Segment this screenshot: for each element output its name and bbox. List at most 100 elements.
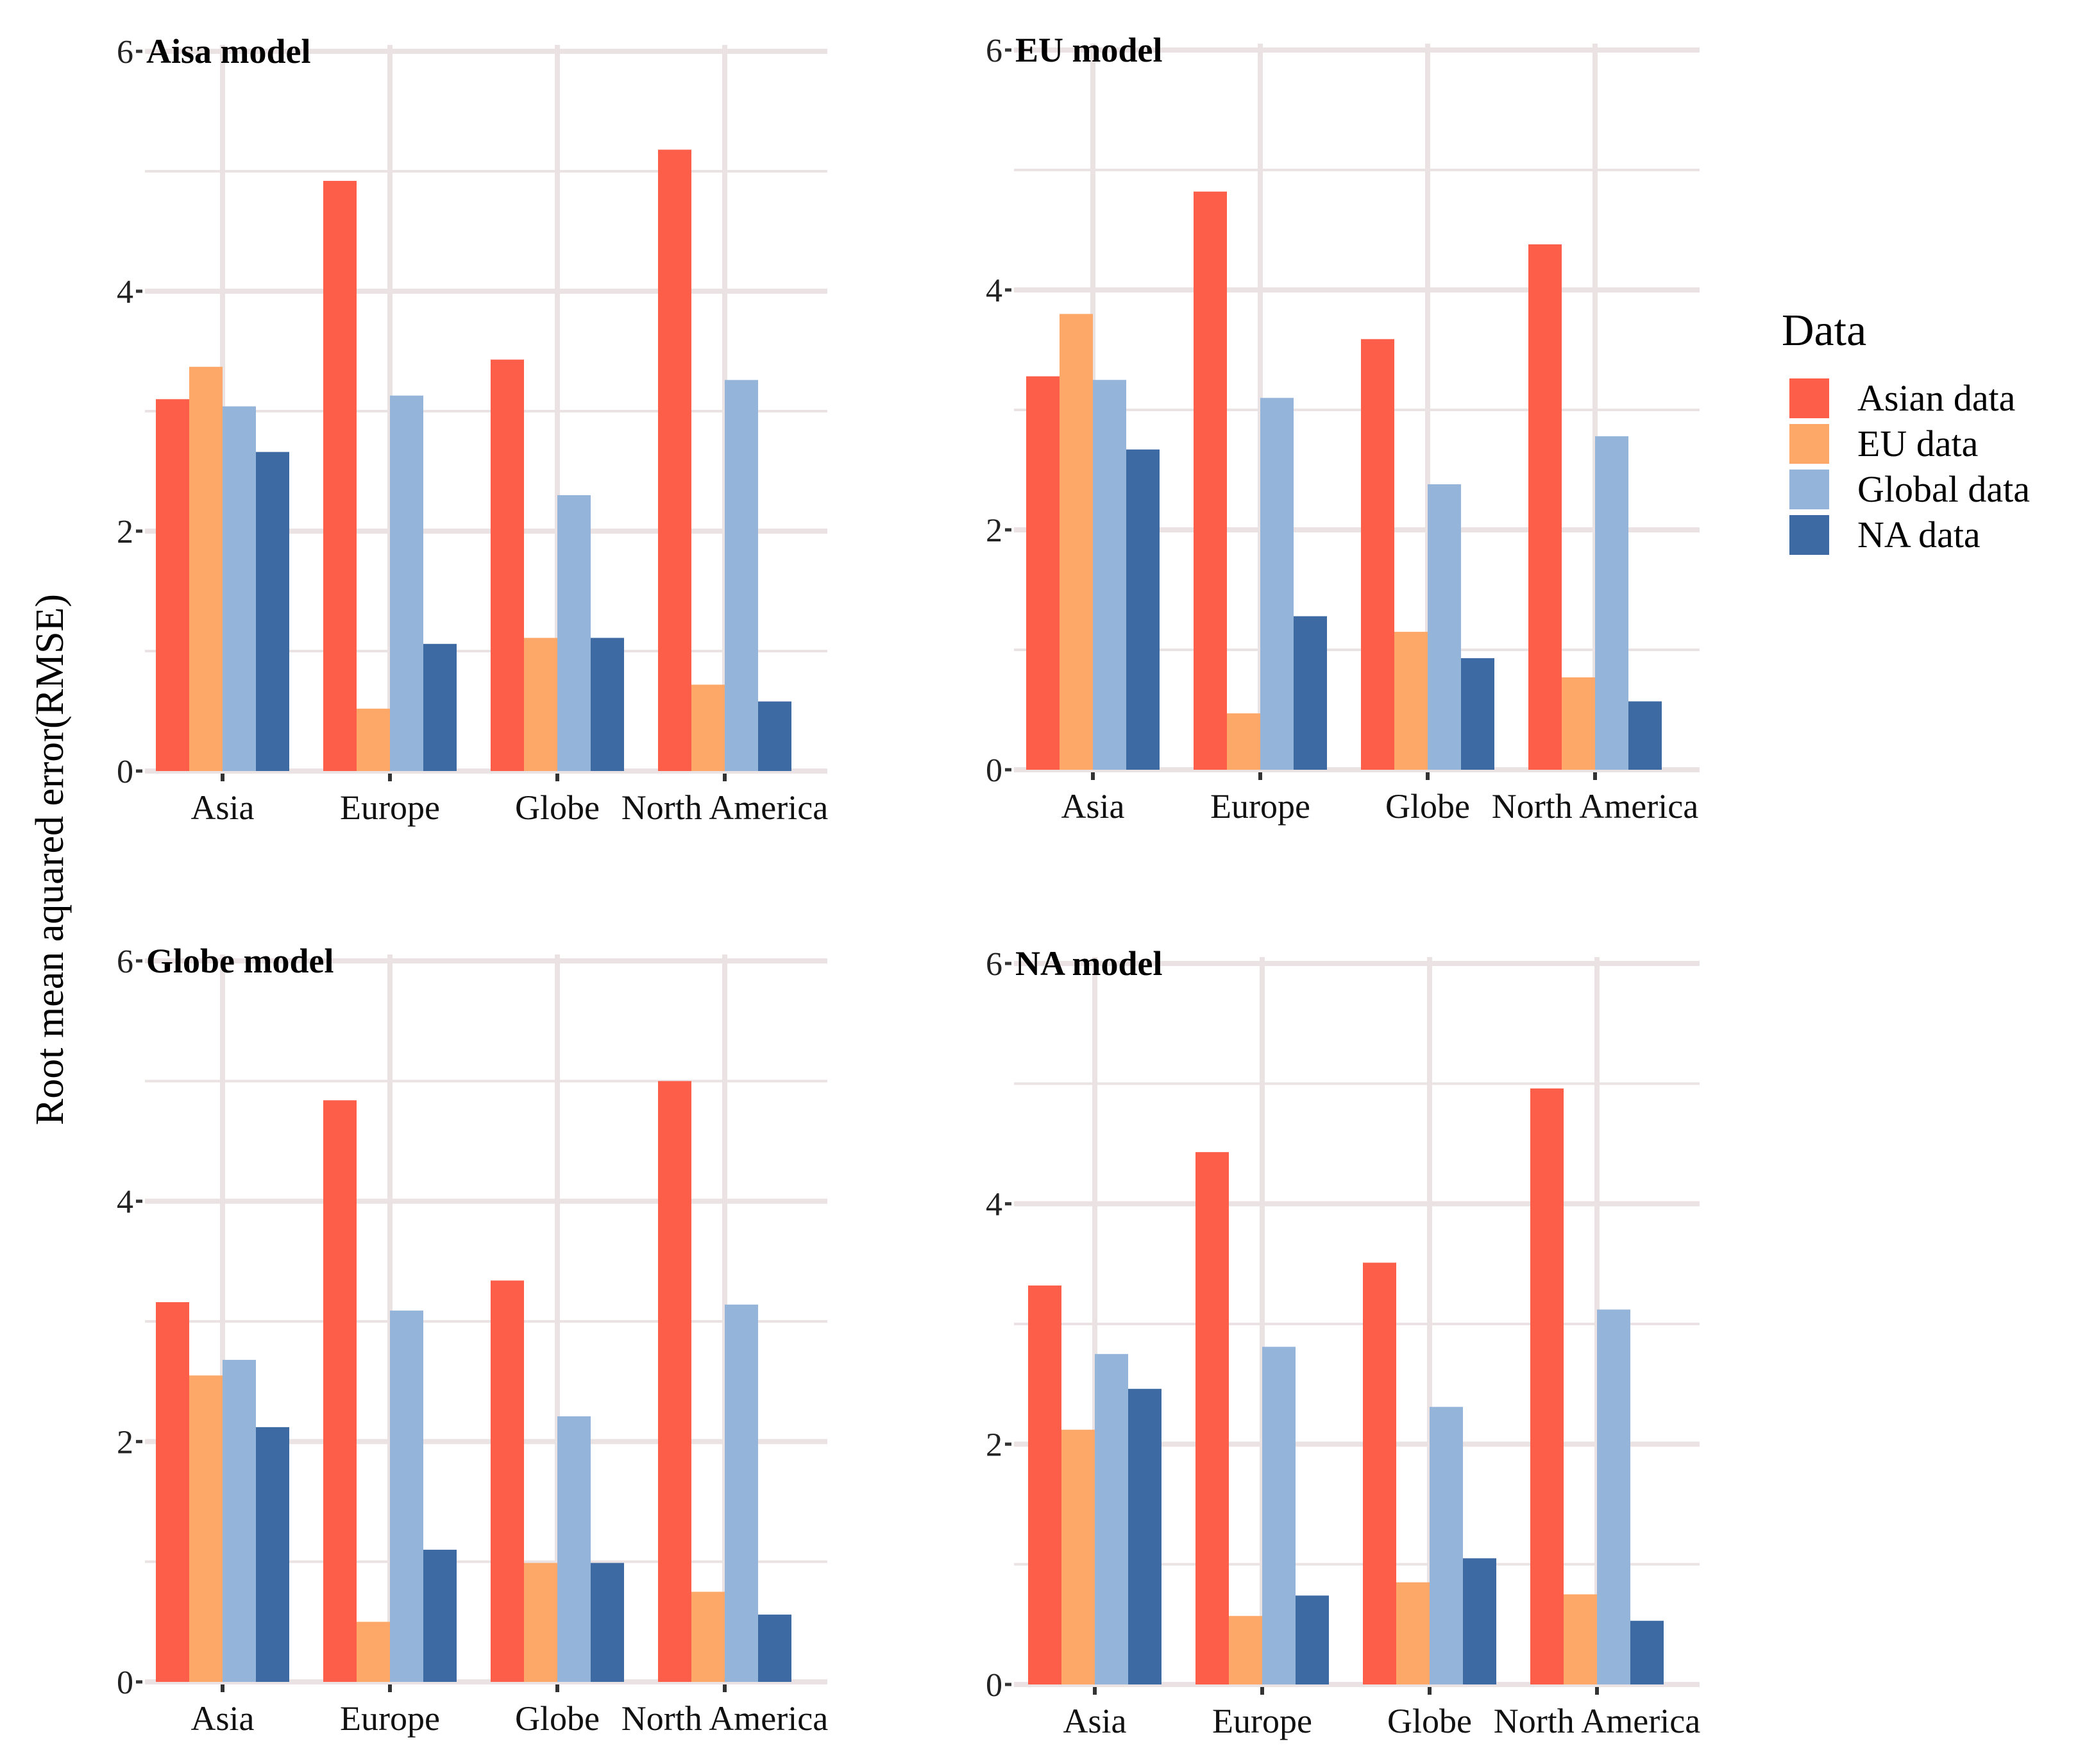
bar-global-data-north-america — [1597, 1309, 1630, 1684]
y-tick-label: 4 — [117, 274, 133, 310]
bar-asian-data-north-america — [1530, 1088, 1564, 1684]
bar-eu-data-europe — [357, 1622, 390, 1682]
bar-na-data-north-america — [758, 701, 791, 771]
y-tick-label: 0 — [986, 752, 1002, 789]
y-tick-label: 6 — [986, 33, 1002, 69]
y-tick-label: 0 — [986, 1667, 1002, 1704]
bar-na-data-asia — [1126, 449, 1160, 770]
y-tick-label: 2 — [117, 514, 133, 550]
y-tick-label: 0 — [117, 754, 133, 790]
legend-label-3: NA data — [1857, 514, 1981, 555]
bar-asian-data-north-america — [658, 149, 691, 772]
y-tick-label: 4 — [117, 1184, 133, 1221]
x-tick-label: Globe — [515, 1699, 600, 1738]
legend-label-1: EU data — [1857, 423, 1978, 464]
x-tick-label: Asia — [191, 788, 255, 827]
legend-title: Data — [1782, 306, 1866, 355]
bar-eu-data-asia — [189, 366, 223, 771]
legend-swatch-0 — [1789, 378, 1829, 418]
bar-asian-data-asia — [1028, 1285, 1061, 1684]
bar-eu-data-asia — [1061, 1429, 1095, 1684]
y-tick-label: 2 — [986, 513, 1002, 549]
panel-3: 0 2 4 6 Asia Europe Globe North America NA model — [986, 944, 1700, 1740]
bar-eu-data-globe — [524, 1563, 557, 1682]
bar-eu-data-asia — [189, 1375, 223, 1682]
panel-title: Aisa model — [146, 32, 311, 71]
panel-title: Globe model — [146, 942, 334, 980]
legend-label-0: Asian data — [1857, 377, 2015, 419]
bar-eu-data-europe — [1227, 713, 1260, 770]
bar-na-data-globe — [1461, 658, 1494, 770]
y-tick-label: 6 — [117, 34, 133, 71]
bar-eu-data-globe — [524, 638, 557, 771]
y-tick-label: 4 — [986, 273, 1002, 309]
bar-asian-data-globe — [1363, 1262, 1396, 1684]
legend-swatch-1 — [1789, 424, 1829, 464]
bar-eu-data-asia — [1060, 314, 1093, 770]
legend-label-2: Global data — [1857, 468, 2030, 510]
bar-global-data-globe — [1430, 1407, 1463, 1684]
bar-global-data-europe — [1260, 398, 1294, 770]
bar-na-data-europe — [423, 643, 457, 771]
bar-eu-data-europe — [1229, 1616, 1262, 1684]
panel-2: 0 2 4 6 Asia Europe Globe North America Globe mo… — [117, 942, 828, 1738]
bar-na-data-north-america — [1628, 701, 1662, 770]
x-tick-label: Asia — [1061, 787, 1125, 826]
bar-asian-data-europe — [323, 180, 357, 772]
bar-global-data-asia — [223, 406, 256, 771]
bar-global-data-north-america — [725, 380, 758, 771]
bar-asian-data-globe — [1361, 339, 1394, 770]
bar-global-data-europe — [1262, 1346, 1296, 1684]
bar-na-data-north-america — [1630, 1620, 1664, 1684]
y-tick-label: 0 — [117, 1665, 133, 1701]
x-tick-label: Globe — [515, 788, 600, 827]
bar-asian-data-asia — [1026, 376, 1060, 770]
bar-na-data-north-america — [758, 1615, 791, 1682]
x-tick-label: North America — [621, 788, 828, 827]
y-tick-label: 2 — [117, 1424, 133, 1461]
bar-global-data-globe — [557, 495, 591, 771]
y-tick-label: 2 — [986, 1427, 1002, 1463]
bar-eu-data-globe — [1396, 1582, 1430, 1684]
bar-asian-data-globe — [491, 359, 524, 771]
x-tick-label: Europe — [1210, 787, 1310, 826]
bar-na-data-asia — [256, 1427, 289, 1682]
x-tick-label: Europe — [1212, 1702, 1312, 1740]
bar-eu-data-north-america — [691, 684, 725, 771]
x-tick-label: Europe — [340, 1699, 440, 1738]
bar-global-data-europe — [390, 395, 423, 771]
bar-eu-data-europe — [357, 708, 390, 771]
bar-global-data-globe — [1428, 484, 1461, 770]
bar-global-data-north-america — [725, 1304, 758, 1682]
x-tick-label: Asia — [191, 1699, 255, 1738]
bar-na-data-globe — [1463, 1558, 1496, 1684]
x-tick-label: Globe — [1387, 1702, 1472, 1740]
bar-na-data-europe — [423, 1549, 457, 1682]
bar-na-data-asia — [256, 452, 289, 771]
x-tick-label: Europe — [340, 788, 440, 827]
legend-swatch-2 — [1789, 470, 1829, 509]
bar-asian-data-europe — [1195, 1152, 1229, 1684]
bar-na-data-globe — [591, 638, 624, 771]
bar-asian-data-europe — [1194, 191, 1227, 770]
bar-asian-data-north-america — [658, 1081, 691, 1682]
x-tick-label: Globe — [1385, 787, 1470, 826]
bar-asian-data-globe — [491, 1280, 524, 1682]
x-tick-label: North America — [1494, 1702, 1700, 1740]
bar-asian-data-asia — [156, 1302, 189, 1682]
bar-global-data-europe — [390, 1310, 423, 1682]
panel-1: 0 2 4 6 Asia Europe Globe North America EU model — [986, 31, 1700, 826]
bar-asian-data-europe — [323, 1100, 357, 1682]
bar-global-data-asia — [1095, 1353, 1128, 1684]
bar-na-data-europe — [1294, 616, 1327, 770]
bar-global-data-globe — [557, 1416, 591, 1682]
x-tick-label: Asia — [1063, 1702, 1127, 1740]
bar-na-data-europe — [1296, 1595, 1329, 1684]
bar-eu-data-north-america — [1562, 677, 1595, 770]
bar-eu-data-north-america — [1564, 1594, 1597, 1684]
x-tick-label: North America — [621, 1699, 828, 1738]
x-tick-label: North America — [1492, 787, 1698, 826]
bar-global-data-north-america — [1595, 436, 1628, 770]
